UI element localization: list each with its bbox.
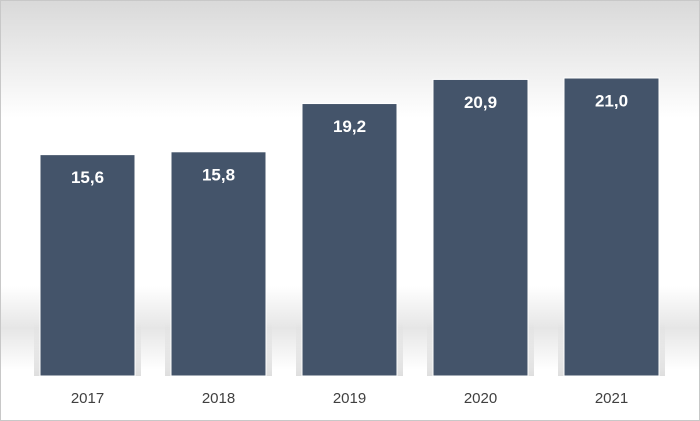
- data-label: 21,0: [595, 91, 628, 110]
- x-tick-label: 2018: [202, 390, 235, 407]
- bar: [432, 78, 529, 377]
- bar: [39, 154, 136, 377]
- bar: [301, 103, 398, 377]
- x-tick-label: 2020: [464, 390, 497, 407]
- bar: [563, 77, 660, 377]
- data-label: 15,8: [202, 165, 235, 184]
- data-label: 19,2: [333, 117, 366, 136]
- x-tick-label: 2019: [333, 390, 366, 407]
- x-tick-label: 2017: [71, 390, 104, 407]
- bar: [170, 151, 267, 377]
- data-label: 15,6: [71, 168, 104, 187]
- x-tick-label: 2021: [595, 390, 628, 407]
- data-label: 20,9: [464, 93, 497, 112]
